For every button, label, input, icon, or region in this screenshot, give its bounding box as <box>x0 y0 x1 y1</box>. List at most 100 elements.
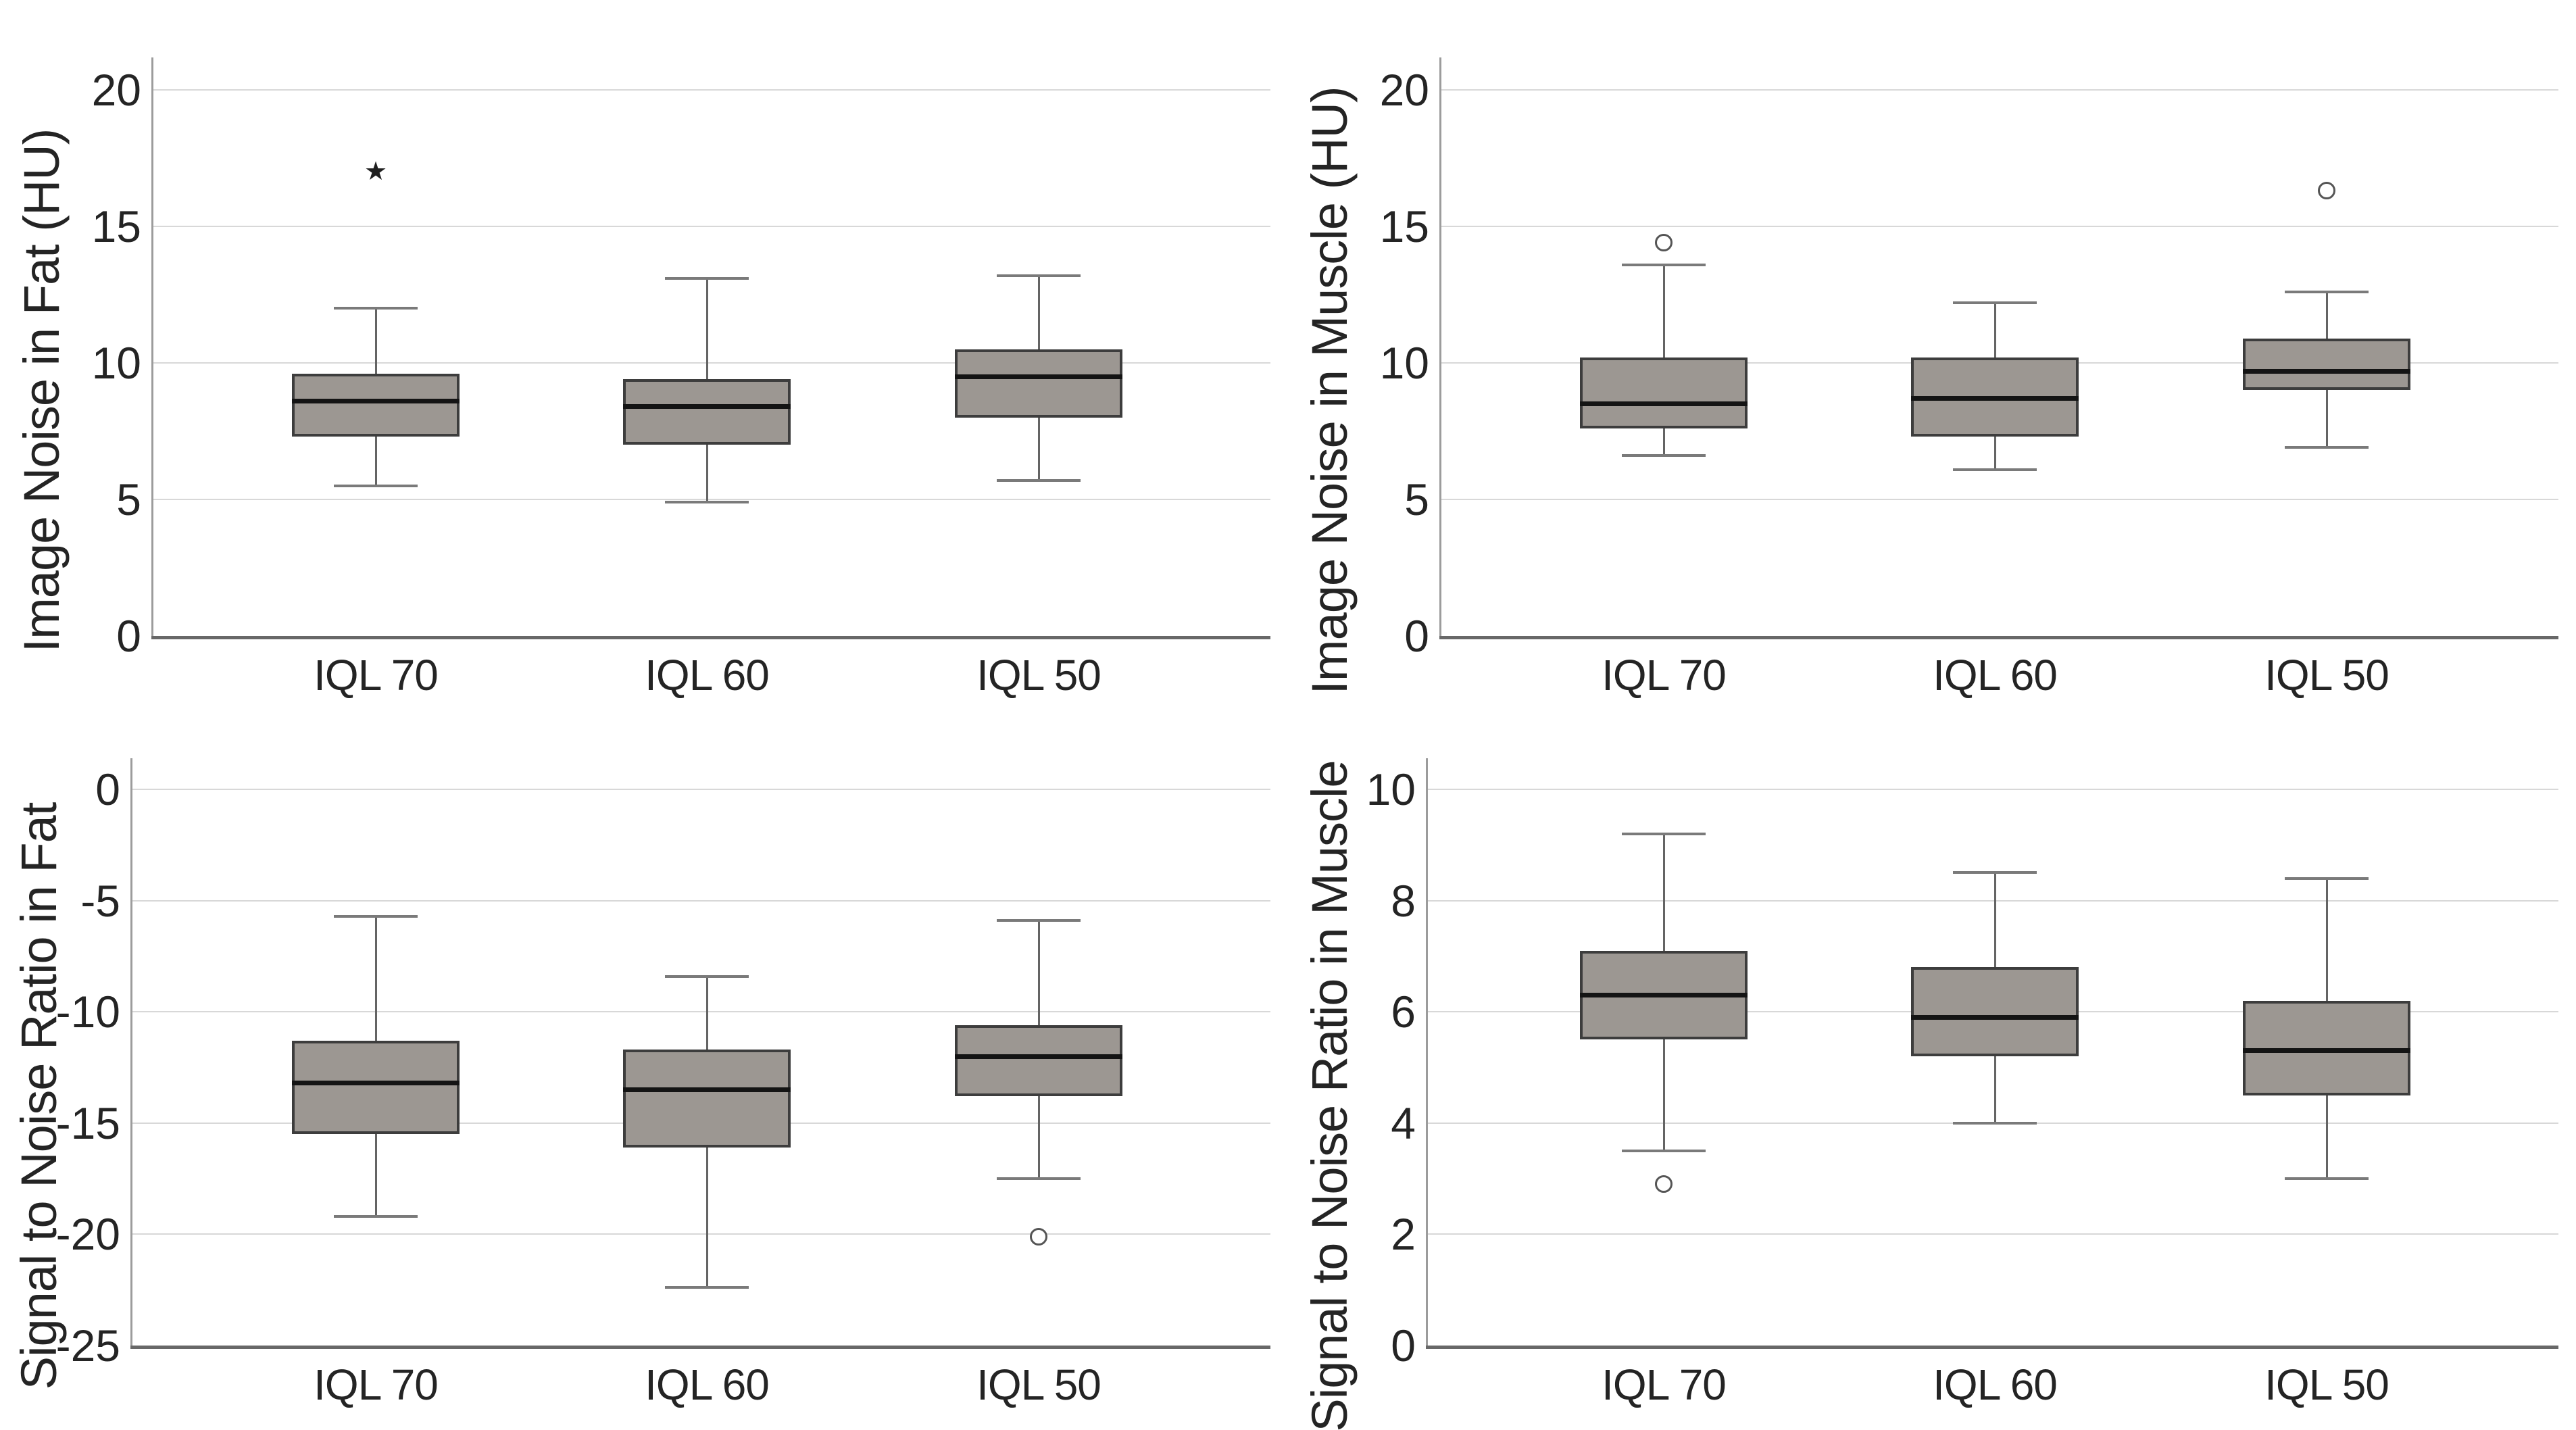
whisker-upper-line <box>706 278 708 380</box>
y-tick-label: 0 <box>1391 1321 1416 1371</box>
boxplot-box <box>292 374 460 437</box>
whisker-upper-cap <box>997 919 1081 922</box>
y-tick-label: -20 <box>55 1209 120 1260</box>
x-category-label: IQL 70 <box>314 651 439 699</box>
x-category-label: IQL 60 <box>645 651 770 699</box>
median-line <box>1580 993 1748 997</box>
gridline <box>1441 89 2558 91</box>
gridline <box>132 1233 1270 1235</box>
median-line <box>292 399 460 404</box>
gridline <box>1428 789 2558 790</box>
x-axis-line <box>130 1346 1270 1349</box>
outlier-circle-marker <box>2318 182 2335 200</box>
whisker-upper-cap <box>334 914 418 918</box>
whisker-upper-line <box>706 976 708 1050</box>
gridline <box>153 362 1270 364</box>
whisker-lower-cap <box>1622 454 1706 458</box>
y-tick-label: 15 <box>1379 201 1429 251</box>
whisker-lower-line <box>1038 417 1040 480</box>
y-tick-label: 6 <box>1391 987 1416 1037</box>
panel-snr-fat: -25 -20 -15 -10 -5 0 IQL 70 IQL 60 IQL 50 Signal … <box>0 715 1288 1430</box>
y-axis-title: Signal to Noise Ratio in Fat <box>11 802 67 1389</box>
median-line <box>2243 1048 2410 1054</box>
boxplot-box <box>623 1050 791 1148</box>
whisker-lower-line <box>1994 437 1996 470</box>
whisker-upper-cap <box>665 975 749 978</box>
whisker-upper-line <box>2326 291 2328 339</box>
whisker-upper-cap <box>1622 263 1706 266</box>
y-tick-label: 8 <box>1391 875 1416 926</box>
boxplot-box <box>292 1040 460 1135</box>
whisker-lower-line <box>1663 1039 1665 1151</box>
whisker-upper-cap <box>997 274 1081 277</box>
whisker-lower-cap <box>665 1286 749 1289</box>
x-category-label: IQL 60 <box>645 1360 770 1409</box>
y-tick-label: 5 <box>1404 474 1429 524</box>
panel-snr-muscle: 0 2 4 6 8 10 IQL 70 IQL 60 IQL 50 Signal to Noise… <box>1288 715 2576 1430</box>
gridline <box>1428 1233 2558 1235</box>
outlier-star-marker: ★ <box>364 156 388 187</box>
y-axis-line <box>1426 758 1428 1346</box>
whisker-lower-cap <box>1953 1121 2037 1125</box>
whisker-lower-line <box>375 437 377 486</box>
whisker-lower-cap <box>997 1177 1081 1181</box>
y-tick-label: 0 <box>1404 611 1429 661</box>
median-line <box>955 1054 1122 1059</box>
gridline <box>1428 899 2558 902</box>
x-axis-line <box>1426 1346 2558 1349</box>
y-tick-label: 0 <box>95 764 120 814</box>
median-line <box>623 404 791 410</box>
whisker-upper-line <box>1994 303 1996 358</box>
y-axis-title: Image Noise in Muscle (HU) <box>1302 87 1358 695</box>
x-axis-line <box>151 636 1270 639</box>
y-tick-label: 10 <box>1366 764 1416 814</box>
median-line <box>1580 401 1748 407</box>
y-tick-label: 10 <box>91 338 141 388</box>
y-axis-title: Signal to Noise Ratio in Muscle <box>1302 760 1358 1430</box>
median-line <box>1911 1014 2079 1020</box>
whisker-lower-cap <box>1622 1149 1706 1152</box>
whisker-upper-cap <box>665 276 749 280</box>
x-category-label: IQL 50 <box>2264 651 2389 699</box>
x-axis-line <box>1439 636 2558 639</box>
whisker-upper-line <box>1663 264 1665 358</box>
outlier-circle-marker <box>1030 1227 1047 1246</box>
gridline <box>153 89 1270 91</box>
boxplot-box <box>1911 967 2079 1057</box>
y-tick-label: 5 <box>116 474 141 524</box>
whisker-upper-line <box>375 308 377 374</box>
y-tick-label: -5 <box>80 875 120 926</box>
whisker-upper-cap <box>2285 877 2369 880</box>
whisker-upper-cap <box>1622 832 1706 835</box>
whisker-lower-line <box>375 1134 377 1217</box>
median-line <box>623 1087 791 1092</box>
boxplot-box <box>2243 338 2410 391</box>
whisker-lower-cap <box>334 484 418 487</box>
whisker-upper-cap <box>1953 301 2037 305</box>
y-tick-label: 20 <box>1379 65 1429 115</box>
whisker-upper-cap <box>2285 290 2369 293</box>
x-category-label: IQL 70 <box>1602 1360 1727 1409</box>
y-tick-label: 2 <box>1391 1209 1416 1260</box>
y-tick-label: -25 <box>55 1321 120 1371</box>
panel-image-noise-muscle: 0 5 10 15 20 IQL 70 IQL 60 IQL 50 Image Noise in… <box>1288 0 2576 715</box>
whisker-lower-line <box>2326 390 2328 448</box>
whisker-lower-cap <box>665 501 749 504</box>
whisker-lower-cap <box>2285 1177 2369 1181</box>
median-line <box>955 374 1122 379</box>
median-line <box>2243 368 2410 374</box>
boxplot-box <box>955 349 1122 418</box>
whisker-upper-cap <box>334 307 418 310</box>
y-tick-label: -15 <box>55 1098 120 1148</box>
x-category-label: IQL 50 <box>2264 1360 2389 1409</box>
whisker-lower-line <box>1038 1096 1040 1179</box>
gridline <box>132 1011 1270 1013</box>
whisker-lower-cap <box>1953 468 2037 471</box>
whisker-upper-line <box>1663 833 1665 951</box>
gridline <box>153 226 1270 227</box>
outlier-circle-marker <box>1655 234 1673 252</box>
whisker-lower-cap <box>997 478 1081 482</box>
whisker-upper-line <box>1038 275 1040 349</box>
x-category-label: IQL 50 <box>976 1360 1101 1409</box>
